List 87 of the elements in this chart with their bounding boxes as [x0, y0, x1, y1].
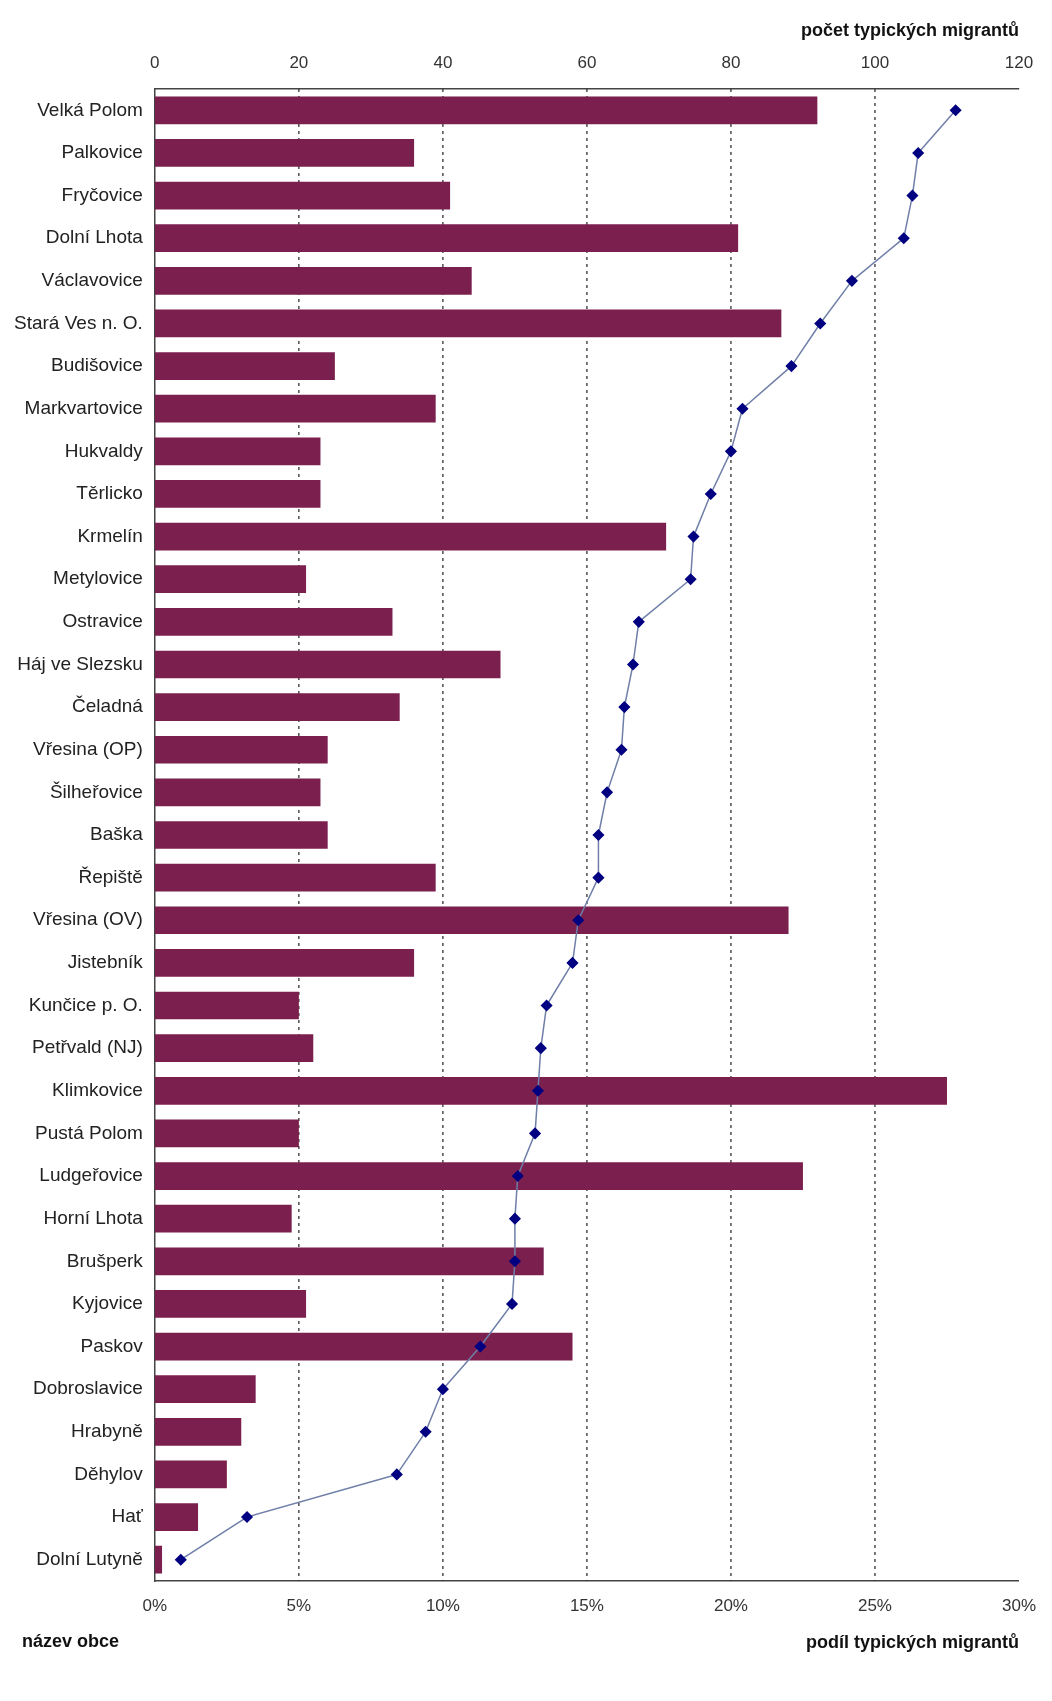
point — [898, 232, 910, 244]
x-tick-label: 5% — [286, 1595, 312, 1615]
y-tick-label: Metylovice — [53, 567, 143, 589]
point — [419, 1426, 432, 1438]
y-tick-label: Jistebník — [67, 951, 144, 973]
point — [687, 530, 700, 543]
point — [633, 616, 645, 628]
point — [241, 1511, 253, 1523]
point — [627, 658, 639, 671]
y-axis-title: název obce — [22, 1631, 120, 1652]
y-tick-label: Markvartovice — [24, 396, 143, 418]
point — [906, 189, 919, 202]
point — [540, 999, 553, 1012]
point — [592, 871, 605, 884]
point — [566, 957, 579, 969]
point — [615, 743, 628, 756]
y-tick-label: Václavovice — [41, 269, 143, 291]
y-tick-label: Horní Lhota — [43, 1206, 144, 1228]
x-tick-label: 25% — [857, 1595, 892, 1615]
y-tick-label: Děhylov — [74, 1462, 144, 1484]
x-tick-label: 15% — [569, 1595, 604, 1615]
x2-tick-label: 100 — [860, 53, 890, 73]
y-tick-label: Čeladná — [72, 695, 144, 717]
y-tick-label: Stará Ves n. O. — [14, 311, 143, 333]
x2-tick-label: 40 — [433, 53, 453, 73]
point — [509, 1255, 521, 1268]
x-axis-title: podíl typických migrantů — [805, 1632, 1019, 1653]
point — [175, 1553, 187, 1566]
y-tick-label: Baška — [90, 823, 144, 845]
y-tick-label: Petřvald (NJ) — [31, 1036, 143, 1058]
y-tick-label: Vřesina (OV) — [33, 908, 143, 930]
y-tick-label: Vřesina (OP) — [33, 737, 143, 759]
y-tick-label: Klimkovice — [52, 1079, 143, 1101]
y-tick-label: Hukvaldy — [64, 439, 144, 461]
y-tick-label: Těrlicko — [76, 482, 143, 504]
point — [592, 829, 605, 841]
y-tick-label: Ostravice — [62, 610, 143, 632]
point — [506, 1298, 518, 1310]
x2-tick-label: 120 — [1004, 53, 1034, 73]
point — [684, 573, 697, 585]
x-tick-label: 30% — [1001, 1595, 1036, 1615]
y-tick-label: Velká Polom — [37, 98, 143, 120]
point — [509, 1212, 521, 1225]
x2-tick-label: 20 — [289, 53, 309, 73]
point — [601, 786, 613, 799]
y-tick-label: Hrabyně — [71, 1420, 143, 1442]
x2-tick-label: 0 — [150, 53, 160, 73]
point — [618, 701, 631, 713]
y-tick-label: Kunčice p. O. — [28, 993, 143, 1015]
y-tick-label: Řepiště — [78, 865, 143, 887]
y-tick-label: Pustá Polom — [35, 1121, 143, 1143]
point — [705, 488, 717, 500]
point — [474, 1340, 487, 1353]
y-tick-label: Ludgeřovice — [39, 1164, 143, 1186]
point — [512, 1170, 524, 1182]
x-tick-label: 20% — [713, 1595, 748, 1615]
x2-tick-label: 80 — [721, 53, 741, 73]
point — [912, 147, 924, 159]
y-tick-label: Brušperk — [66, 1249, 144, 1271]
y-tick-label: Dobroslavice — [33, 1377, 143, 1399]
point — [814, 317, 826, 330]
point — [949, 104, 962, 117]
point — [846, 275, 858, 287]
y-tick-label: Paskov — [80, 1334, 144, 1356]
point — [736, 402, 749, 415]
point — [785, 360, 798, 372]
x-tick-label: 10% — [425, 1595, 460, 1615]
point — [529, 1127, 541, 1140]
point — [725, 445, 737, 458]
y-tick-label: Šilheřovice — [49, 780, 143, 802]
y-tick-label: Kyjovice — [72, 1292, 143, 1314]
point — [532, 1085, 544, 1097]
y-tick-label: Dolní Lutyně — [36, 1547, 143, 1569]
y-tick-label: Háj ve Slezsku — [17, 652, 143, 674]
y-tick-label: Dolní Lhota — [45, 226, 144, 248]
y-tick-label: Krmelín — [77, 524, 143, 546]
y-tick-label: Budišovice — [50, 354, 143, 376]
point — [437, 1383, 449, 1395]
point — [535, 1042, 547, 1054]
x2-axis-title: počet typických migrantů — [800, 19, 1019, 40]
y-tick-label: Palkovice — [61, 141, 143, 163]
point — [572, 914, 585, 927]
y-tick-label: Fryčovice — [61, 183, 143, 205]
y-tick-label: Hať — [111, 1505, 144, 1527]
x-tick-label: 0% — [142, 1595, 168, 1615]
x2-tick-label: 60 — [577, 53, 597, 73]
point — [391, 1468, 403, 1481]
